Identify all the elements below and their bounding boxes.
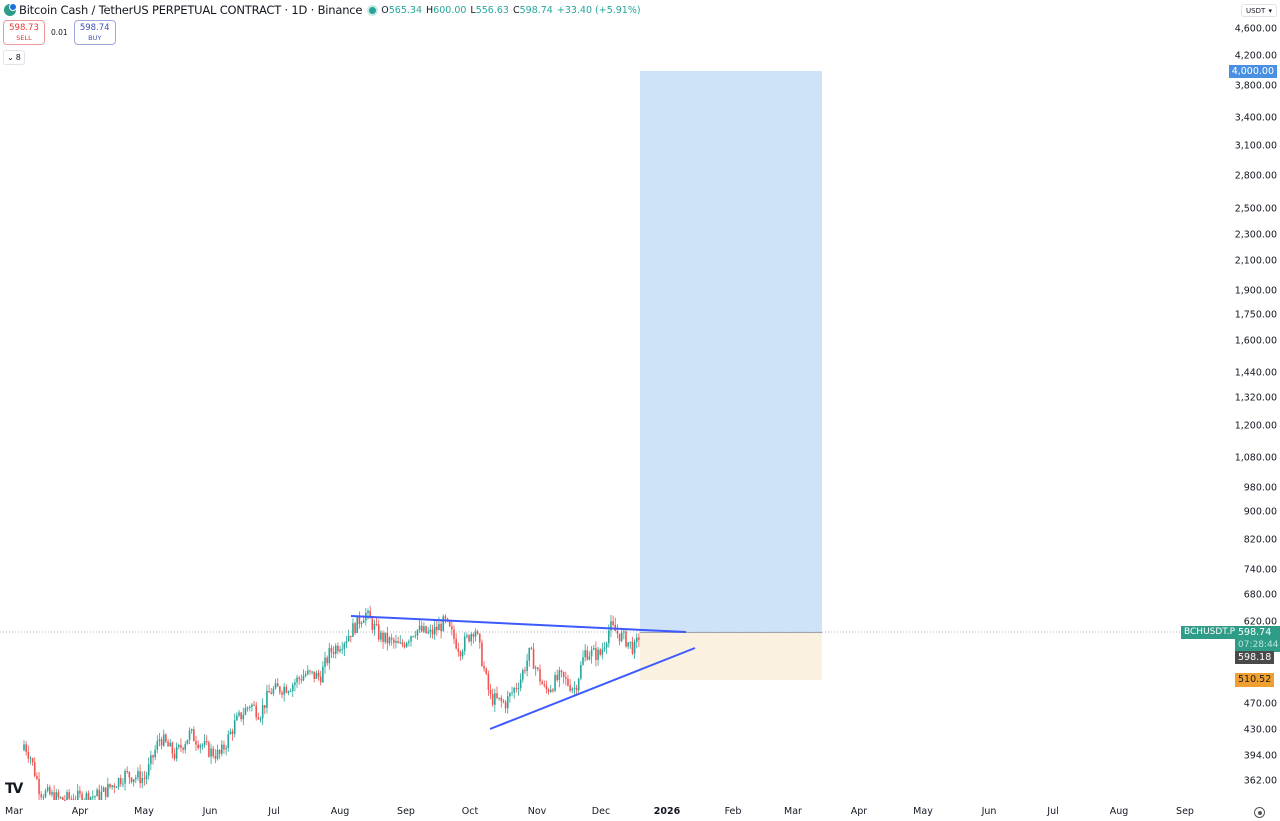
price-tick-label: 1,320.00 <box>1234 392 1277 404</box>
long-position-loss-zone[interactable] <box>640 633 822 680</box>
symbol-price-label: BCHUSDT.P <box>1181 626 1239 639</box>
buy-label: BUY <box>88 33 102 42</box>
market-open-status-icon <box>369 6 377 14</box>
time-tick-label: Nov <box>527 806 547 817</box>
ohlc-values: O565.34 H600.00 L556.63 C598.74 +33.40 (… <box>381 5 640 16</box>
symbol-legend: Bitcoin Cash / TetherUS PERPETUAL CONTRA… <box>4 3 641 17</box>
price-tick-label: 740.00 <box>1243 564 1277 576</box>
price-axis[interactable]: USDT ▾ 4,600.00 4,200.00 3,800.00 3,400.00 3… <box>1222 0 1280 821</box>
price-tick-label: 1,600.00 <box>1234 335 1277 347</box>
price-tick-label: 980.00 <box>1243 482 1277 494</box>
price-tick-label: 3,800.00 <box>1234 80 1277 92</box>
resistance-trendline[interactable] <box>350 615 687 633</box>
price-tick-label: 1,080.00 <box>1234 452 1277 464</box>
price-tick-label: 1,200.00 <box>1234 420 1277 432</box>
symbol-title[interactable]: Bitcoin Cash / TetherUS PERPETUAL CONTRA… <box>19 3 363 17</box>
time-tick-label: Feb <box>724 806 742 817</box>
high-label: H <box>426 4 434 16</box>
time-tick-label: Oct <box>461 806 479 817</box>
currency-label: USDT <box>1246 6 1266 15</box>
indicators-count: 8 <box>15 53 21 62</box>
price-tick-label: 2,100.00 <box>1234 255 1277 267</box>
settings-icon[interactable] <box>1254 807 1265 818</box>
time-tick-label: Aug <box>330 806 350 817</box>
price-tick-label: 2,800.00 <box>1234 170 1277 182</box>
sell-label: SELL <box>16 33 32 42</box>
open-value: 565.34 <box>388 4 423 16</box>
caret-down-icon: ▾ <box>1268 6 1272 15</box>
price-tick-label: 820.00 <box>1243 534 1277 546</box>
price-tick-label: 620.00 <box>1243 616 1277 628</box>
indicators-toggle-button[interactable]: ⌄ 8 <box>3 50 25 65</box>
buy-button[interactable]: 598.74 BUY <box>73 20 116 45</box>
price-tick-label: 1,440.00 <box>1234 367 1277 379</box>
tradingview-logo[interactable]: TV <box>5 781 23 797</box>
candlestick-series <box>23 605 640 801</box>
price-tick-label: 4,200.00 <box>1234 50 1277 62</box>
price-tick-label: 1,900.00 <box>1234 285 1277 297</box>
bar-countdown: 07:28:44 <box>1238 640 1279 650</box>
time-tick-label: Jul <box>1047 806 1059 817</box>
sell-price: 598.73 <box>9 22 39 33</box>
time-tick-label: Jun <box>202 806 218 817</box>
previous-close-tag: 598.18 <box>1235 651 1275 664</box>
high-value: 600.00 <box>433 4 467 16</box>
close-label: C <box>512 4 520 16</box>
time-tick-label: Mar <box>5 806 23 817</box>
change-value: +33.40 (+5.91%) <box>556 4 641 16</box>
chevron-down-icon: ⌄ <box>7 53 14 62</box>
price-tick-label: 394.00 <box>1243 750 1277 762</box>
price-tick-label: 470.00 <box>1243 698 1277 710</box>
support-trendline[interactable] <box>489 647 696 730</box>
time-tick-label: May <box>913 806 933 817</box>
price-tick-label: 3,400.00 <box>1234 112 1277 124</box>
time-tick-label: Jun <box>981 806 997 817</box>
time-tick-label: May <box>134 806 154 817</box>
price-tick-label: 362.00 <box>1243 775 1277 787</box>
price-tick-label: 2,300.00 <box>1234 229 1277 241</box>
close-value: 598.74 <box>519 4 553 16</box>
low-label: L <box>470 4 476 16</box>
time-tick-label: Jul <box>268 806 280 817</box>
buy-price: 598.74 <box>79 22 110 33</box>
price-tick-label: 430.00 <box>1243 724 1277 736</box>
time-tick-label: Dec <box>591 806 611 817</box>
last-price-tag: 598.74 07:28:44 <box>1235 626 1280 652</box>
price-tick-label: 3,100.00 <box>1234 140 1277 152</box>
time-tick-label: Apr <box>850 806 868 817</box>
price-tick-label: 2,500.00 <box>1234 203 1277 215</box>
currency-selector[interactable]: USDT ▾ <box>1241 4 1277 17</box>
low-value: 556.63 <box>475 4 509 16</box>
sell-button[interactable]: 598.73 SELL <box>3 20 45 45</box>
price-tick-label: 900.00 <box>1243 506 1277 518</box>
bitcoin-cash-logo-icon <box>4 3 17 16</box>
trade-panel: 598.73 SELL 0.01 598.74 BUY <box>3 20 116 45</box>
time-tick-label: Aug <box>1109 806 1129 817</box>
time-tick-label: Sep <box>397 806 415 817</box>
time-tick-label: Mar <box>784 806 802 817</box>
last-price: 598.74 <box>1238 627 1272 638</box>
target-price-tag: 4,000.00 <box>1228 65 1277 78</box>
time-tick-label: 2026 <box>653 806 681 817</box>
stop-loss-tag: 510.52 <box>1235 673 1275 687</box>
spread-value: 0.01 <box>51 28 68 37</box>
price-tick-label: 1,750.00 <box>1234 309 1277 321</box>
long-position-profit-zone[interactable] <box>640 71 822 632</box>
open-label: O <box>381 4 389 16</box>
time-tick-label: Apr <box>71 806 89 817</box>
price-tick-label: 4,600.00 <box>1234 23 1277 35</box>
time-tick-label: Sep <box>1176 806 1194 817</box>
price-tick-label: 680.00 <box>1243 589 1277 601</box>
